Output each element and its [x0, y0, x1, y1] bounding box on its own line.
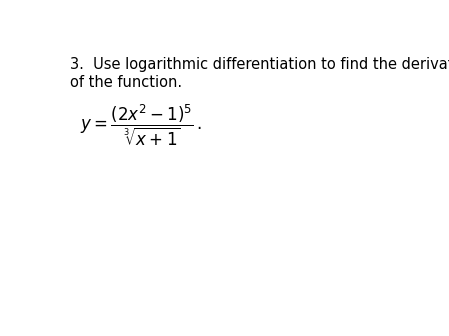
Text: 3.  Use logarithmic differentiation to find the derivative: 3. Use logarithmic differentiation to fi…	[70, 57, 449, 72]
Text: $y = \dfrac{(2x^2-1)^5}{\sqrt[3]{x+1}}\,.$: $y = \dfrac{(2x^2-1)^5}{\sqrt[3]{x+1}}\,…	[80, 102, 202, 148]
Text: of the function.: of the function.	[70, 75, 182, 90]
